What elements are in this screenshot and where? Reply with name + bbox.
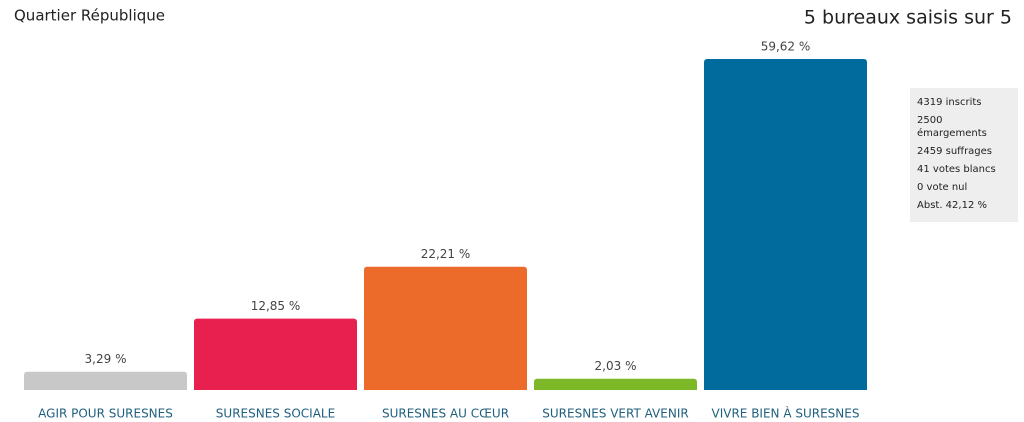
bar-base (24, 387, 187, 390)
bar-base (534, 387, 697, 390)
x-tick-label: SURESNES AU CŒUR (382, 407, 509, 421)
bar (704, 59, 867, 390)
stat-line: 2500 émargements (917, 115, 987, 139)
bar (24, 371, 187, 390)
value-label: 59,62 % (761, 40, 811, 54)
x-tick-label: SURESNES VERT AVENIR (542, 407, 688, 421)
x-tick-label: VIVRE BIEN À SURESNES (712, 406, 860, 421)
x-tick-label: SURESNES SOCIALE (216, 407, 335, 421)
bar (194, 318, 357, 390)
x-tick-label: AGIR POUR SURESNES (38, 407, 173, 421)
value-label: 3,29 % (85, 352, 127, 366)
bar (364, 266, 527, 390)
stat-line: 0 vote nul (917, 182, 968, 193)
stat-line: Abst. 42,12 % (917, 200, 987, 211)
bar-base (194, 387, 357, 390)
value-label: 22,21 % (421, 247, 471, 261)
bar-base (364, 387, 527, 390)
bar-base (704, 387, 867, 390)
stat-line: 4319 inscrits (917, 97, 982, 108)
stat-line: 2459 suffrages (917, 146, 993, 157)
stats-box: 4319 inscrits 2500 émargements 2459 suffra… (910, 88, 1018, 222)
value-label: 2,03 % (595, 359, 637, 373)
chart-title: Quartier République (14, 7, 165, 25)
value-label: 12,85 % (251, 299, 301, 313)
chart-subtitle: 5 bureaux saisis sur 5 (804, 7, 1012, 29)
stat-line: 41 votes blancs (917, 164, 996, 175)
